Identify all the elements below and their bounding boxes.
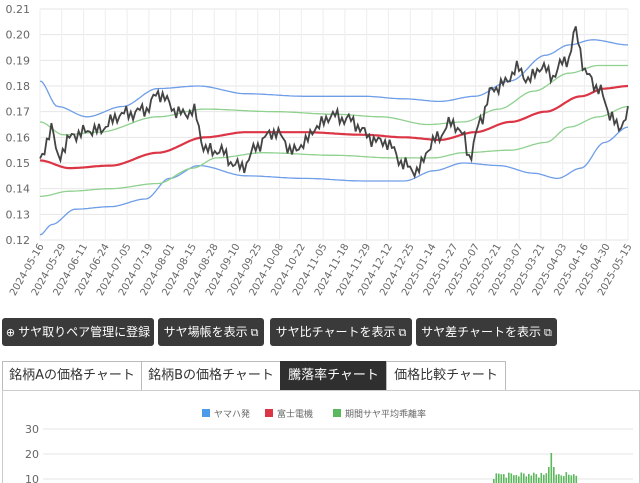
deviation-bar [573,474,575,483]
deviation-bar [528,474,530,483]
deviation-bar [506,478,508,483]
x-axis-ticks: 2024-05-162024-05-292024-06-112024-06-24… [8,242,635,298]
y-tick-label: 0.15 [6,157,31,170]
band-2sigma-upper-line [40,40,628,117]
deviation-bar [576,476,578,483]
plus-circle-icon: ⊕ [6,326,15,339]
legend-swatch-deviation [333,409,341,417]
deviation-bar [523,474,525,483]
show-market-book-button[interactable]: サヤ場帳を表示⧉ [158,318,264,346]
deviation-bar [568,475,570,483]
y-tick-label: 0.14 [6,183,31,196]
y-tick-label: 0.13 [6,208,31,221]
tab-stock-b-price[interactable]: 銘柄Bの価格チャート [141,361,281,390]
deviation-bar [496,473,498,483]
y-tick-label: 0.16 [6,131,31,144]
tab-stock-a-price[interactable]: 銘柄Aの価格チャート [2,361,142,390]
price-ratio-line [40,26,628,176]
deviation-bar [498,474,500,483]
change-rate-chart: ヤマハ発 富士電機 期間サヤ平均乖離率 30 20 10 [3,391,639,483]
deviation-bar [538,478,540,483]
band-1sigma-upper-line [40,66,628,135]
deviation-bar [521,473,523,483]
change-rate-chart-panel: ヤマハ発 富士電機 期間サヤ平均乖離率 30 20 10 [2,390,640,483]
register-pair-button[interactable]: ⊕サヤ取りペア管理に登録 [2,318,154,346]
y-axis-ticks: 0.21 0.20 0.19 0.18 0.17 0.16 0.15 0.14 0.13 0.12 [6,3,31,247]
deviation-bar [508,473,510,483]
external-link-icon: ⧉ [544,326,552,339]
deviation-bar [556,475,558,483]
deviation-bar [546,473,548,483]
y-tick-label: 0.19 [6,54,31,67]
deviation-bar [561,475,563,483]
legend-label-fuji: 富士電機 [277,408,313,420]
show-diff-chart-button[interactable]: サヤ差チャートを表示⧉ [416,318,557,346]
deviation-bar [536,474,538,483]
deviation-bar [548,467,550,483]
deviation-bar [553,467,555,483]
chart-legend: ヤマハ発 富士電機 期間サヤ平均乖離率 [202,408,426,420]
legend-swatch-fuji [265,409,273,417]
deviation-bar [501,474,503,483]
deviation-bar [503,474,505,483]
deviation-bar [566,472,568,483]
y-tick-label: 0.18 [6,80,31,93]
y-tick-label: 0.12 [6,234,31,247]
bottom-y-tick-label: 10 [25,473,39,483]
deviation-bar [541,473,543,483]
deviation-bar [531,476,533,483]
spread-ratio-chart: 0.21 0.20 0.19 0.18 0.17 0.16 0.15 0.14 0.13 0.12… [0,0,640,312]
deviation-bar [571,475,573,483]
deviation-bar [513,475,515,483]
show-ratio-chart-button[interactable]: サヤ比チャートを表示⧉ [270,318,412,346]
bottom-y-tick-label: 30 [25,423,39,436]
bottom-y-tick-label: 20 [25,448,39,461]
tab-change-rate[interactable]: 騰落率チャート [280,361,387,390]
y-tick-label: 0.21 [6,3,31,16]
y-tick-label: 0.17 [6,106,31,119]
legend-label-deviation: 期間サヤ平均乖離率 [345,408,426,420]
legend-swatch-yamaha [202,409,210,417]
deviation-bar [543,475,545,483]
deviation-bar [516,475,518,483]
external-link-icon: ⧉ [399,326,407,339]
deviation-bar [511,473,513,483]
deviation-bar [558,474,560,483]
tab-price-compare[interactable]: 価格比較チャート [386,361,506,390]
deviation-bar [533,473,535,483]
y-tick-label: 0.20 [6,29,31,42]
legend-label-yamaha: ヤマハ発 [214,408,250,420]
deviation-bar [551,453,553,483]
external-link-icon: ⧉ [251,326,259,339]
